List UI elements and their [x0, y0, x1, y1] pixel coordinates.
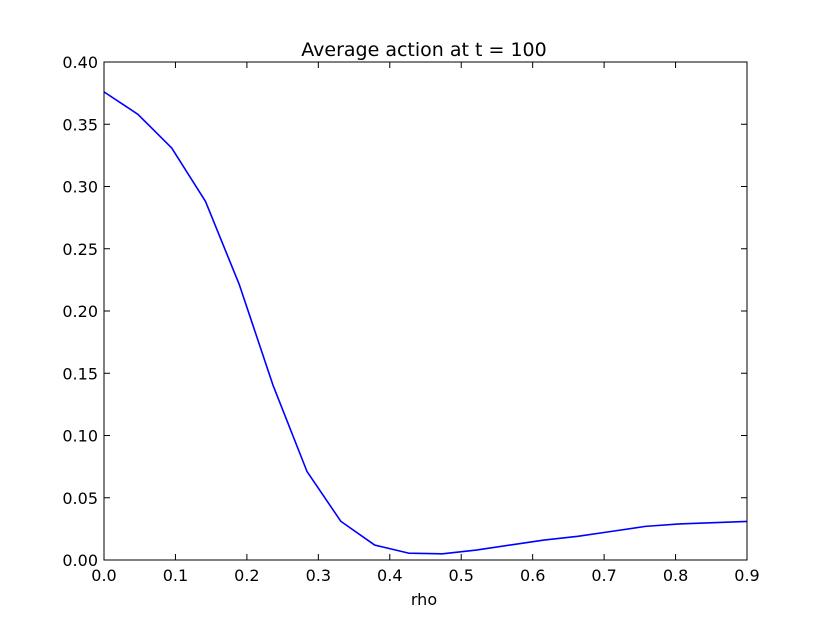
- series-line: [103, 91, 748, 555]
- x-tick-label: 0.1: [163, 566, 188, 585]
- y-tick-label: 0.15: [62, 364, 98, 383]
- x-axis: 0.0 0.1 0.2 0.3 0.4 0.5 0.6 0.7 0.8 0.9: [91, 62, 760, 585]
- y-tick-label: 0.00: [62, 551, 98, 570]
- y-tick-label: 0.10: [62, 427, 98, 446]
- y-tick-label: 0.20: [62, 302, 98, 321]
- y-tick-label: 0.05: [62, 489, 98, 508]
- x-tick-label: 0.8: [663, 566, 688, 585]
- y-tick-label: 0.25: [62, 240, 98, 259]
- plot-frame: [103, 61, 748, 561]
- x-tick-label: 0.4: [377, 566, 402, 585]
- x-tick-label: 0.7: [591, 566, 616, 585]
- x-tick-label: 0.5: [448, 566, 473, 585]
- y-tick-label: 0.35: [62, 115, 98, 134]
- x-tick-label: 0.9: [734, 566, 759, 585]
- y-tick-label: 0.40: [62, 53, 98, 72]
- x-tick-label: 0.2: [234, 566, 259, 585]
- x-tick-label: 0.3: [306, 566, 331, 585]
- y-tick-label: 0.30: [62, 178, 98, 197]
- x-tick-label: 0.0: [91, 566, 116, 585]
- y-axis: 0.00 0.05 0.10 0.15 0.20 0.25 0.30 0.35 0.40: [62, 53, 747, 570]
- chart-title: Average action at t = 100: [301, 39, 546, 61]
- x-tick-label: 0.6: [520, 566, 545, 585]
- x-axis-label: rho: [411, 590, 437, 609]
